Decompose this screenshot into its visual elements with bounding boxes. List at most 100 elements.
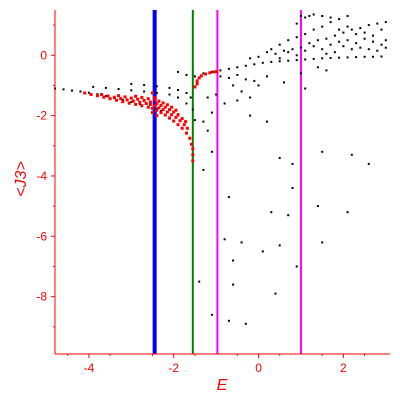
data-point	[174, 115, 178, 119]
data-point	[270, 211, 273, 214]
data-point	[161, 108, 165, 112]
data-point	[153, 98, 157, 102]
data-point	[138, 103, 141, 106]
data-point	[380, 28, 383, 31]
data-point	[131, 99, 135, 103]
data-point	[295, 54, 298, 57]
data-point	[210, 313, 213, 316]
data-point	[291, 48, 294, 51]
data-point	[62, 88, 65, 91]
data-point	[165, 103, 169, 107]
data-point	[346, 15, 349, 17]
data-point	[176, 113, 180, 117]
data-point	[355, 42, 358, 45]
data-point	[372, 55, 374, 58]
data-point	[190, 142, 193, 146]
data-point	[266, 120, 268, 123]
data-point	[168, 116, 171, 120]
data-point	[108, 97, 112, 101]
data-point	[236, 66, 239, 69]
data-point	[325, 37, 328, 40]
y-tick-label: -6	[36, 229, 47, 243]
data-point	[212, 70, 216, 74]
y-axis-title: <J3>	[13, 161, 30, 197]
data-point	[346, 56, 349, 59]
data-point	[180, 126, 184, 130]
data-point	[261, 250, 264, 253]
reference-lines-layer	[152, 10, 302, 354]
data-point	[304, 49, 307, 52]
data-point	[115, 98, 118, 102]
data-point	[321, 48, 324, 51]
data-point	[278, 43, 281, 46]
data-point	[168, 108, 171, 112]
data-point	[125, 98, 129, 102]
data-point	[244, 64, 247, 67]
data-point	[106, 94, 110, 98]
data-point	[140, 104, 144, 108]
data-point	[177, 89, 179, 91]
data-point	[321, 57, 324, 60]
data-point	[177, 96, 179, 99]
data-point	[346, 211, 349, 214]
data-point	[232, 259, 235, 262]
data-point	[202, 72, 205, 75]
data-point	[380, 43, 383, 46]
data-point	[244, 78, 247, 81]
data-point	[372, 34, 374, 37]
x-tick-label: 2	[340, 361, 347, 375]
data-point	[376, 49, 379, 52]
data-point	[195, 82, 199, 86]
data-point	[316, 205, 319, 208]
data-point	[278, 156, 281, 159]
data-point	[134, 102, 138, 106]
data-point	[338, 56, 341, 59]
data-point	[329, 43, 332, 46]
data-point	[240, 90, 243, 93]
data-point	[215, 70, 219, 74]
data-point	[206, 96, 209, 99]
x-tick-label: -2	[168, 361, 179, 375]
data-point	[89, 93, 93, 96]
data-point	[161, 101, 165, 105]
data-point	[206, 129, 209, 132]
data-point	[266, 75, 268, 78]
data-point	[321, 241, 324, 244]
data-point	[153, 96, 157, 99]
data-point	[146, 97, 150, 101]
x-tick-label: 0	[255, 361, 262, 375]
data-point	[227, 67, 230, 70]
data-point	[367, 24, 370, 27]
y-tick-label: -4	[36, 169, 47, 183]
data-point	[170, 105, 174, 109]
data-point	[274, 292, 277, 295]
data-point	[270, 48, 273, 51]
data-point	[316, 66, 319, 69]
data-point	[198, 280, 201, 283]
data-point	[299, 72, 302, 75]
data-point	[338, 18, 341, 21]
data-point	[119, 97, 123, 101]
data-point	[372, 40, 374, 43]
data-point	[177, 70, 179, 73]
data-point	[257, 55, 260, 58]
data-point	[384, 46, 387, 49]
data-point	[87, 91, 90, 94]
data-point	[223, 238, 226, 241]
data-point	[295, 22, 298, 25]
data-point	[204, 72, 207, 76]
data-point	[153, 104, 157, 108]
data-point	[121, 100, 125, 104]
data-point	[117, 94, 121, 98]
data-point	[329, 21, 332, 24]
data-point	[146, 105, 150, 109]
data-point	[148, 102, 152, 106]
data-point	[83, 91, 87, 95]
data-point	[189, 96, 192, 99]
data-point	[176, 123, 180, 127]
data-point	[95, 94, 99, 98]
data-point	[185, 126, 189, 130]
data-point	[182, 123, 186, 127]
data-point	[363, 31, 366, 34]
data-point	[342, 45, 345, 48]
